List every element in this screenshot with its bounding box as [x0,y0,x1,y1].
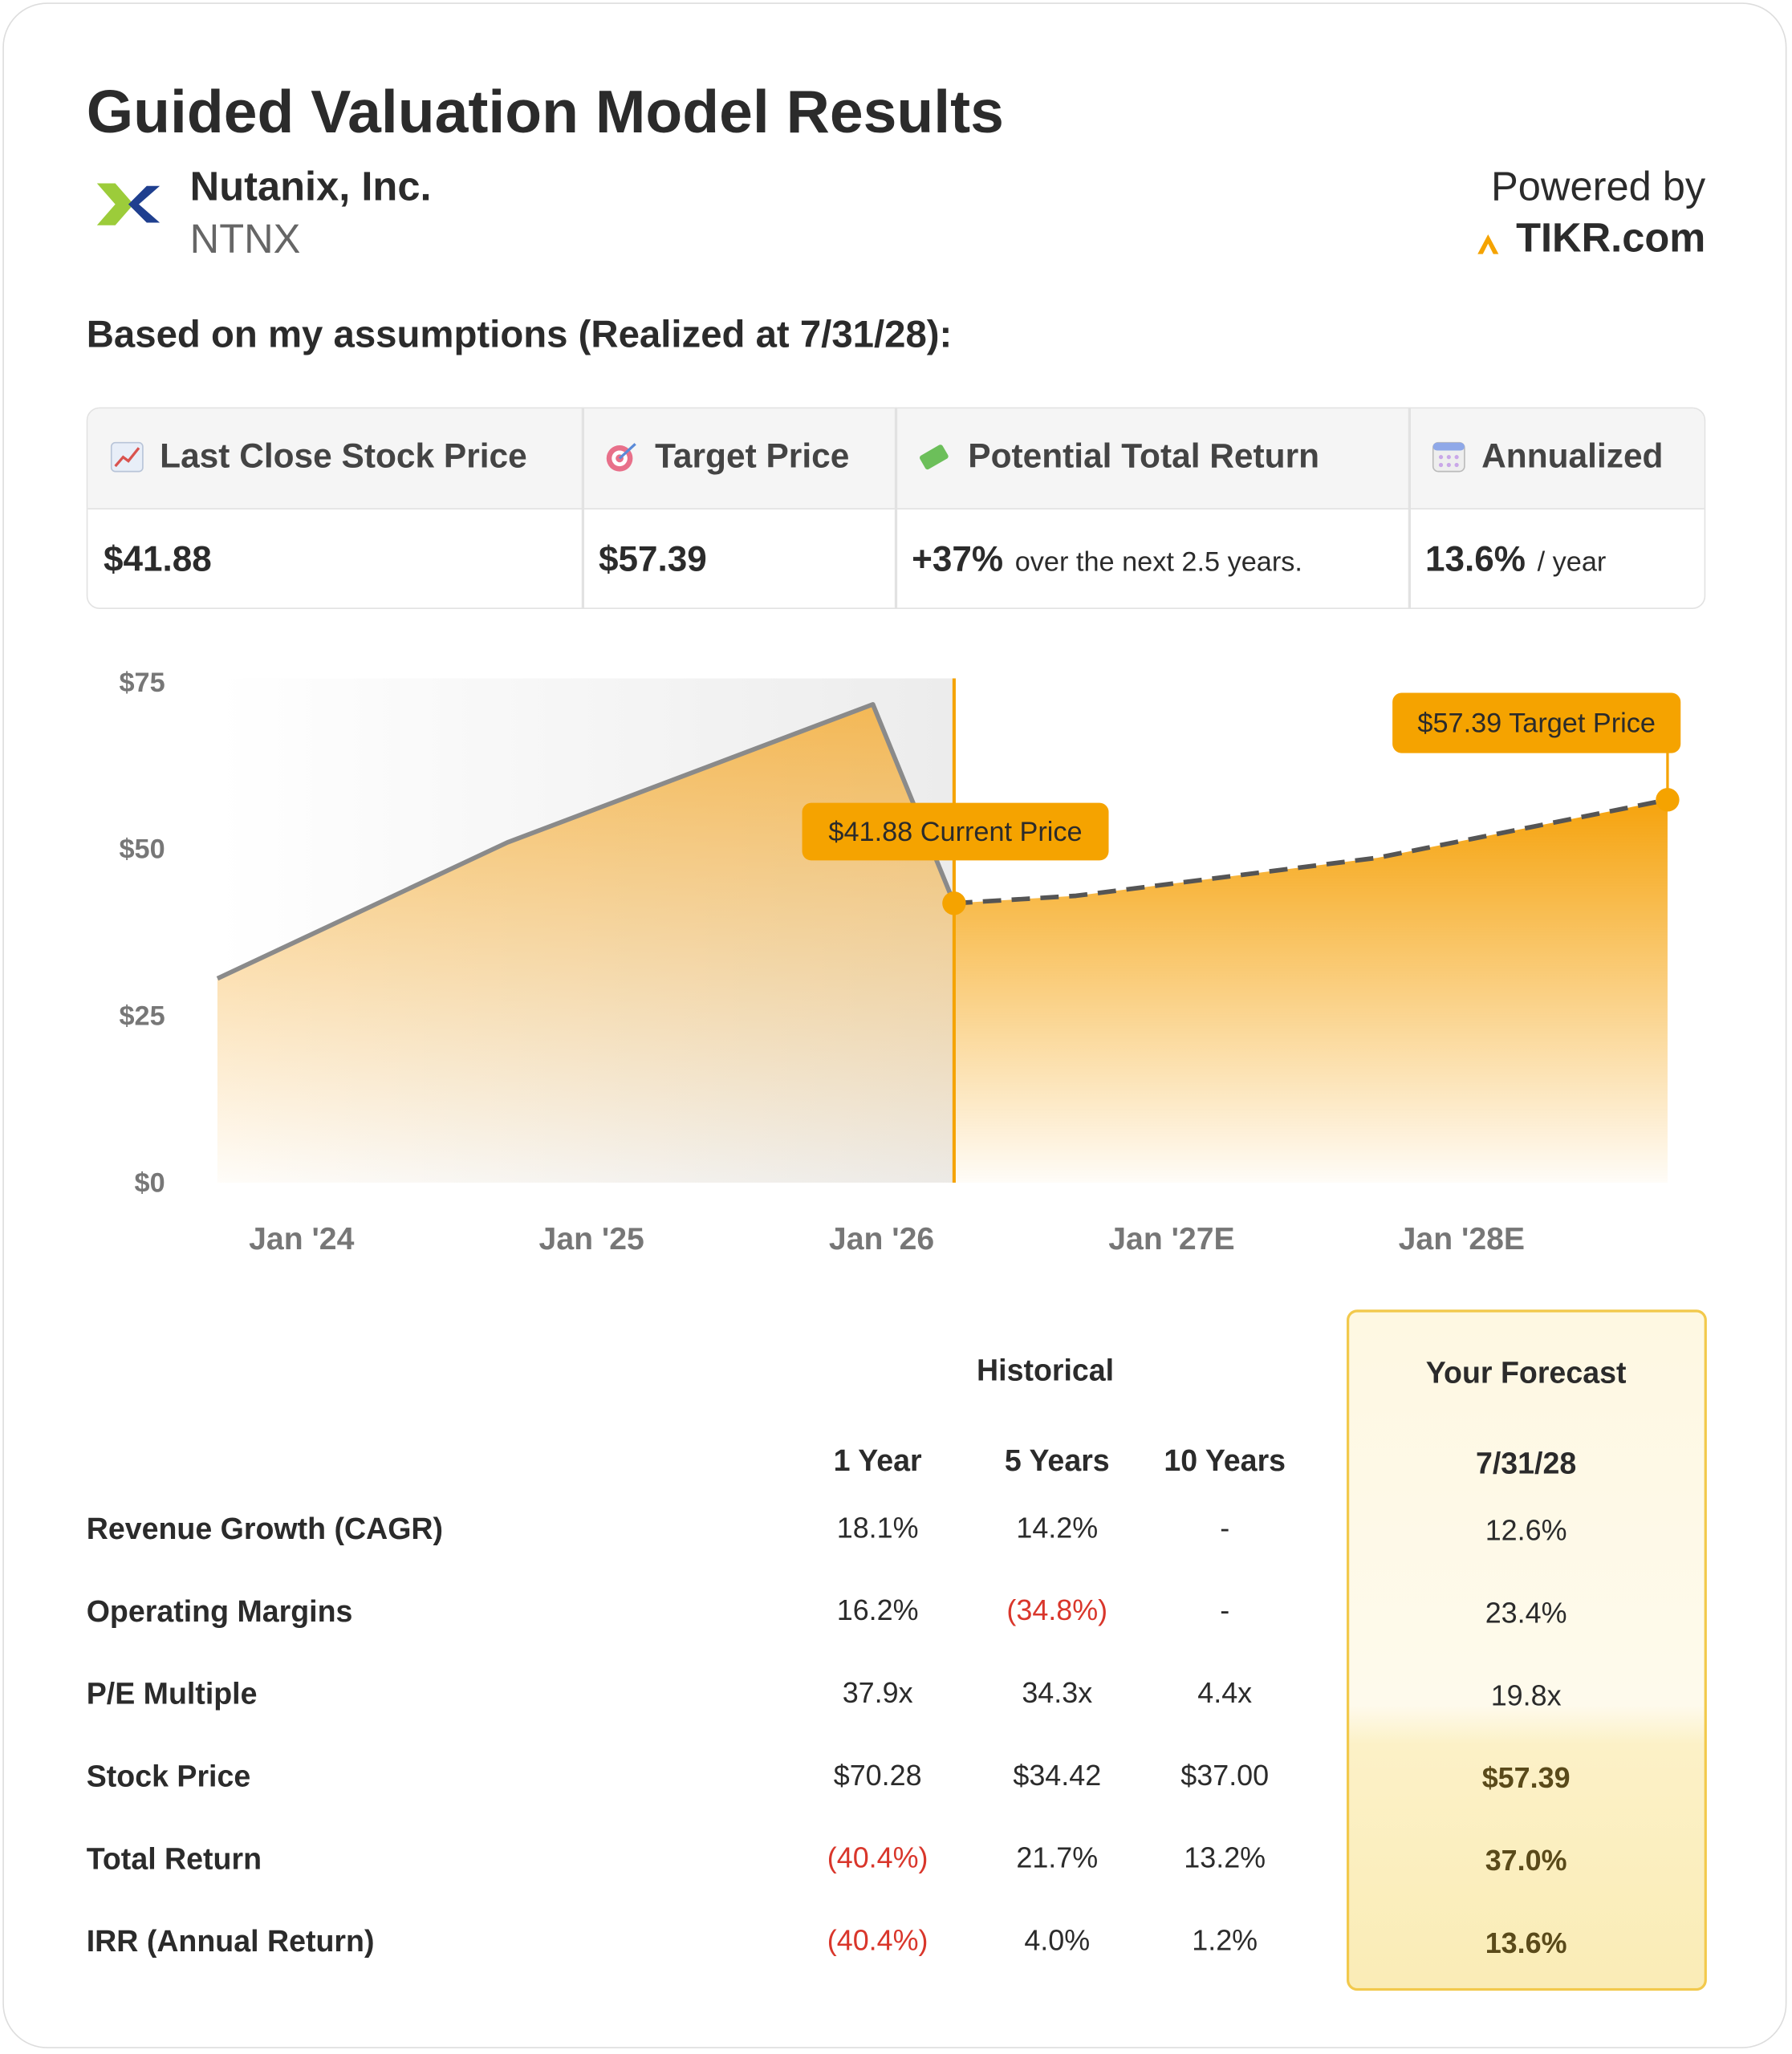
x-tick-label: Jan '25 [539,1222,644,1256]
summary-main: 13.6% [1424,539,1526,579]
brand: TIKR.com [1516,214,1706,261]
icon-money [919,444,949,470]
col-divider [1408,407,1411,610]
row-label: P/E Multiple [86,1676,258,1711]
y-tick-label: $25 [119,1001,165,1032]
area-fill [953,799,1668,1183]
powered-by: Powered by [1491,164,1706,210]
cell: 13.2% [1184,1841,1266,1874]
title: Guided Valuation Model Results [86,77,1004,146]
company-name: Nutanix, Inc. [189,164,432,210]
column-header: 1 Year [833,1443,922,1478]
cell: 18.1% [836,1511,919,1545]
column-header: 10 Years [1164,1443,1286,1478]
x-tick-label: Jan '24 [249,1222,354,1256]
summary-value: $57.39 [598,539,707,579]
summary-header: Last Close Stock Price [160,436,527,476]
summary-value: 13.6% / year [1425,540,1606,581]
row-label: Stock Price [86,1759,251,1793]
col-divider [894,407,897,610]
y-tick-label: $75 [119,668,165,698]
annotation-box [802,802,1109,861]
column-header: 7/31/28 [1475,1446,1577,1480]
summary-value: $41.88 [103,539,212,579]
x-tick-label: Jan '26 [829,1222,934,1256]
historical-header: Historical [977,1353,1115,1387]
icon-target [606,443,636,472]
cell: 1.2% [1192,1923,1258,1957]
forecast-box [1347,1309,1707,1991]
row-label: IRR (Annual Return) [86,1923,375,1959]
cell: $57.39 [1481,1761,1571,1795]
annotation: $57.39 Target Price [1417,708,1656,738]
cell: $37.00 [1180,1759,1270,1792]
y-tick-label: $0 [135,1167,165,1198]
cell: 14.2% [1016,1511,1099,1545]
row-label: Total Return [86,1841,262,1876]
target-point [1656,788,1680,812]
cell: 12.6% [1485,1513,1567,1547]
cell: 13.6% [1485,1926,1567,1959]
column-header: 5 Years [1004,1443,1110,1478]
summary-header: Potential Total Return [968,436,1320,476]
cell: 37.9x [842,1676,913,1710]
company-logo [96,183,161,225]
cell: - [1220,1593,1230,1627]
cell: 23.4% [1485,1596,1567,1630]
cell: 4.4x [1197,1676,1253,1710]
summary-value: +37% over the next 2.5 years. [912,540,1302,581]
cell: (34.8%) [1006,1593,1108,1627]
area-fill [217,704,954,1183]
cell: 4.0% [1024,1923,1091,1957]
cell: 34.3x [1022,1676,1093,1710]
cell: (40.4%) [827,1923,929,1957]
icon-calendar [1432,441,1465,473]
cell: $70.28 [833,1759,922,1792]
assumptions: Based on my assumptions (Realized at 7/3… [86,314,953,356]
cell: $34.42 [1013,1759,1102,1792]
row-label: Operating Margins [86,1593,353,1628]
summary-header: Annualized [1481,436,1664,476]
cell: 16.2% [836,1593,919,1627]
series-line [953,798,1668,906]
x-tick-label: Jan '27E [1108,1222,1234,1256]
icon-chart [110,441,144,473]
ticker: NTNX [189,216,301,262]
chart: $0 $25 $50 $75 Jan '24 Jan '25 Jan '26 Jan '27E… [119,668,1681,1256]
cell: 19.8x [1490,1679,1562,1712]
summary-header: Target Price [655,436,850,476]
row-label: Revenue Growth (CAGR) [86,1511,444,1546]
cell: - [1220,1511,1230,1545]
col-divider [581,407,584,610]
summary-note: / year [1537,547,1607,578]
summary-note: over the next 2.5 years. [1014,547,1302,578]
cell: 21.7% [1016,1841,1099,1874]
summary-main: +37% [912,539,1004,579]
y-tick-label: $50 [119,834,165,865]
current-point [942,891,966,915]
annotation-box [1392,692,1681,753]
tikr-logo [1477,234,1499,254]
annotation: $41.88 Current Price [828,817,1082,847]
x-tick-label: Jan '28E [1399,1222,1525,1256]
forecast-header: Your Forecast [1425,1355,1627,1390]
cell: (40.4%) [827,1841,929,1874]
cell: 37.0% [1485,1844,1567,1877]
